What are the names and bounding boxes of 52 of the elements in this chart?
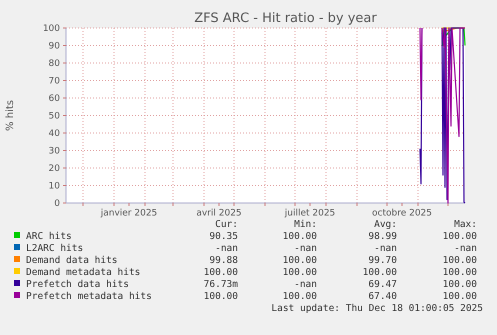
legend-label: Demand metadata hits (26, 267, 140, 278)
chart-title: ZFS ARC - Hit ratio - by year (194, 11, 378, 26)
legend-label: L2ARC hits (26, 243, 84, 254)
text: 100.00 (442, 255, 478, 266)
text: Max: (454, 219, 477, 230)
text: -nan (294, 243, 317, 254)
text: -nan (294, 279, 317, 290)
x-tick-label: juillet 2025 (284, 208, 336, 218)
text: -nan (454, 243, 477, 254)
text: 90.35 (209, 231, 238, 242)
text: 100.00 (282, 291, 318, 302)
text: 100.00 (442, 291, 478, 302)
text: 76.73m (204, 279, 238, 290)
y-tick-label: 40 (48, 128, 60, 139)
text: 99.70 (368, 255, 398, 266)
text: 100.00 (442, 279, 478, 290)
text: 100.00 (442, 231, 478, 242)
text: Cur: (215, 219, 238, 230)
text: 100.00 (442, 267, 478, 278)
y-tick-label: 100 (42, 24, 60, 34)
y-tick-label: 30 (48, 146, 60, 156)
text: Last update: Thu Dec 18 01:00:05 2025 (271, 303, 483, 314)
text: 98.99 (368, 231, 398, 242)
text: Avg: (374, 219, 397, 230)
text: 100.00 (362, 267, 398, 278)
y-tick-label: 70 (48, 76, 60, 86)
text: Min: (294, 219, 317, 230)
text: 100.00 (282, 267, 318, 278)
legend-label: Demand data hits (26, 255, 118, 266)
y-tick-label: 20 (48, 164, 60, 174)
text: 99.88 (209, 255, 238, 266)
y-axis-title: % hits (5, 100, 16, 131)
text: 69.47 (368, 279, 397, 290)
y-tick-label: 60 (48, 94, 60, 104)
y-tick-label: 90 (48, 41, 60, 52)
text: -nan (215, 243, 238, 254)
legend-label: Prefetch data hits (26, 279, 129, 290)
y-tick-label: 10 (48, 181, 60, 192)
text: -nan (374, 243, 397, 254)
legend-label: Prefetch metadata hits (26, 291, 152, 302)
text: 100.00 (282, 231, 318, 242)
text: 100.00 (282, 255, 318, 266)
legend-label: ARC hits (26, 231, 72, 242)
text: 100.00 (204, 291, 238, 302)
y-tick-label: 50 (48, 111, 60, 122)
x-tick-label: octobre 2025 (372, 208, 432, 218)
text: 100.00 (204, 267, 238, 278)
x-tick-label: janvier 2025 (100, 208, 158, 218)
y-tick-label: 80 (48, 58, 60, 69)
y-tick-label: 0 (54, 198, 60, 209)
x-tick-label: avril 2025 (196, 208, 242, 218)
text: 67.40 (368, 291, 398, 302)
